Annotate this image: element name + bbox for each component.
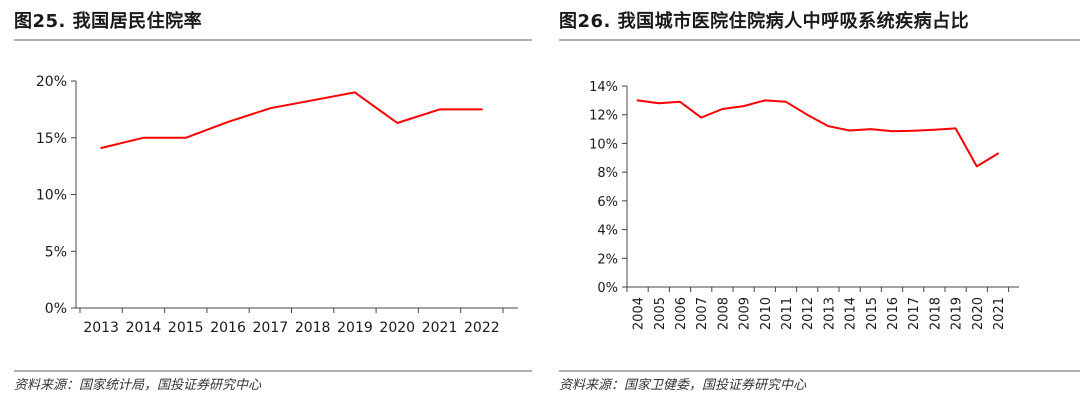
x-tick-label: 2013 [83, 320, 119, 336]
chart-title-respiratory-share: 图26. 我国城市医院住院病人中呼吸系统疾病占比 [559, 11, 970, 32]
x-tick-label: 2011 [780, 297, 795, 330]
x-tick-label: 2018 [928, 297, 943, 330]
x-tick-label: 2006 [674, 297, 689, 330]
series-line [100, 91, 483, 149]
y-tick-label: 0% [597, 281, 618, 296]
x-tick-label: 2004 [632, 297, 647, 330]
x-tick-label: 2020 [379, 320, 415, 336]
x-tick-label: 2009 [738, 297, 753, 330]
x-tick-label: 2021 [992, 297, 1007, 330]
line-chart-respiratory-share: 0% 2% 4% 6% 8% 10% 12% 14% 2004 2005 2006 2007 2008 2… [589, 80, 1019, 330]
y-tick-label: 0% [45, 301, 67, 317]
x-tick-label: 2007 [695, 297, 710, 330]
series-line [636, 99, 999, 168]
x-tick-label: 2016 [210, 320, 246, 336]
y-tick-label: 20% [36, 74, 67, 90]
chart-panel-respiratory-share: 图26. 我国城市医院住院病人中呼吸系统疾病占比 0% 2% 4% 6% 8% 10% 12… [557, 0, 1080, 400]
source-note-inpatient-rate: 资料来源：国家统计局，国投证券研究中心 [14, 378, 262, 393]
source-note-respiratory-share: 资料来源：国家卫健委，国投证券研究中心 [559, 378, 807, 393]
x-tick-label: 2014 [126, 320, 162, 336]
x-tick-label: 2017 [253, 320, 289, 336]
x-tick-label: 2014 [844, 297, 859, 330]
x-tick-label: 2021 [422, 320, 458, 336]
x-tick-label: 2012 [801, 297, 816, 330]
chart-panel-inpatient-rate: 图25. 我国居民住院率 0% 5% 10% 15% 20% 2013 2014 2015 20… [0, 0, 532, 400]
x-tick-label: 2008 [716, 297, 731, 330]
x-tick-label: 2016 [886, 297, 901, 330]
x-tick-label: 2010 [759, 297, 774, 330]
x-tick-label: 2015 [865, 297, 880, 330]
y-tick-label: 14% [589, 80, 618, 95]
y-tick-label: 12% [589, 109, 618, 124]
line-chart-inpatient-rate: 0% 5% 10% 15% 20% 2013 2014 2015 2016 2017 2018 201… [36, 74, 518, 336]
title-divider [559, 39, 1080, 41]
x-tick-label: 2020 [971, 297, 986, 330]
y-tick-label: 8% [597, 166, 618, 181]
chart-title-inpatient-rate: 图25. 我国居民住院率 [14, 11, 203, 32]
y-tick-label: 2% [597, 252, 618, 267]
x-tick-label: 2015 [168, 320, 204, 336]
x-tick-label: 2005 [653, 297, 668, 330]
y-tick-label: 10% [36, 188, 67, 204]
y-tick-label: 6% [597, 195, 618, 210]
x-tick-label: 2013 [822, 297, 837, 330]
x-tick-label: 2017 [907, 297, 922, 330]
x-tick-label: 2022 [464, 320, 500, 336]
x-tick-label: 2018 [295, 320, 331, 336]
y-tick-label: 10% [589, 137, 618, 152]
source-divider [14, 370, 532, 372]
title-divider [14, 39, 532, 41]
x-tick-label: 2019 [950, 297, 965, 330]
y-tick-label: 5% [45, 244, 67, 260]
x-tick-label: 2019 [337, 320, 373, 336]
y-tick-label: 15% [36, 131, 67, 147]
source-divider [559, 370, 1080, 372]
y-tick-label: 4% [597, 224, 618, 239]
